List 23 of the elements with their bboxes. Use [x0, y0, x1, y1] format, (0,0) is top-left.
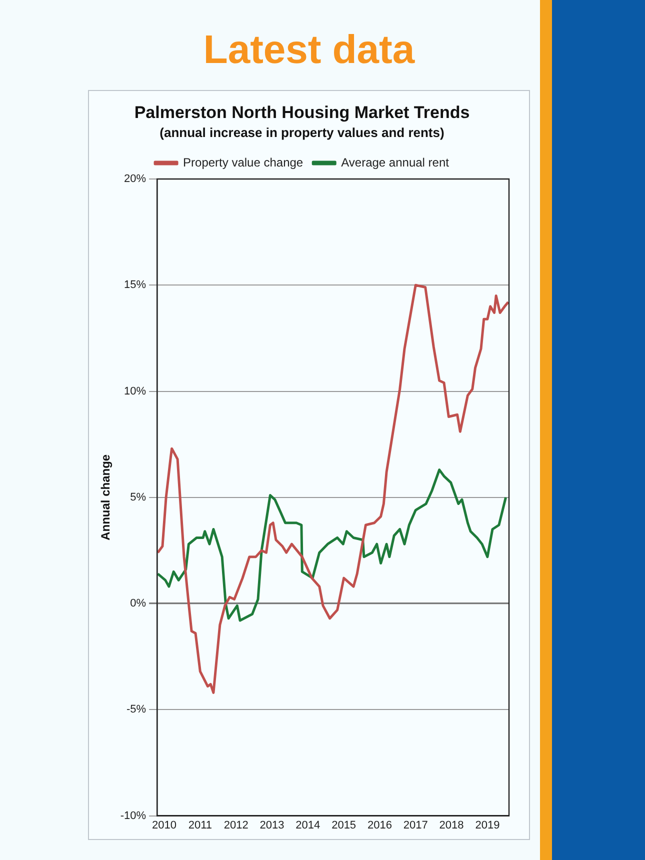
- y-tick-label: 10%: [124, 385, 146, 398]
- chart-title: Palmerston North Housing Market Trends: [134, 102, 470, 122]
- x-tick-label: 2016: [367, 819, 392, 832]
- y-axis-title: Annual change: [98, 454, 113, 540]
- legend-label: Property value change: [183, 155, 304, 170]
- x-tick-label: 2014: [296, 819, 320, 832]
- x-tick-label: 2010: [152, 819, 177, 832]
- y-tick-label: 5%: [130, 491, 146, 504]
- x-tick-label: 2013: [260, 819, 284, 832]
- text: Latest data: [202, 27, 416, 74]
- x-tick-label: 2015: [332, 819, 356, 832]
- x-tick-label: 2019: [475, 819, 500, 832]
- y-tick-label: 15%: [124, 279, 146, 292]
- legend-label: Average annual rent: [341, 155, 450, 170]
- x-tick-label: 2018: [439, 819, 464, 832]
- y-tick-label: -10%: [120, 810, 146, 822]
- y-tick-label: -5%: [126, 704, 146, 716]
- y-tick-label: 20%: [124, 173, 146, 186]
- y-tick-label: 0%: [130, 598, 146, 610]
- x-tick-label: 2012: [224, 819, 248, 832]
- x-tick-label: 2011: [188, 819, 212, 832]
- chart-subtitle: (annual increase in property values and rents): [160, 124, 444, 140]
- x-tick-label: 2017: [403, 819, 428, 832]
